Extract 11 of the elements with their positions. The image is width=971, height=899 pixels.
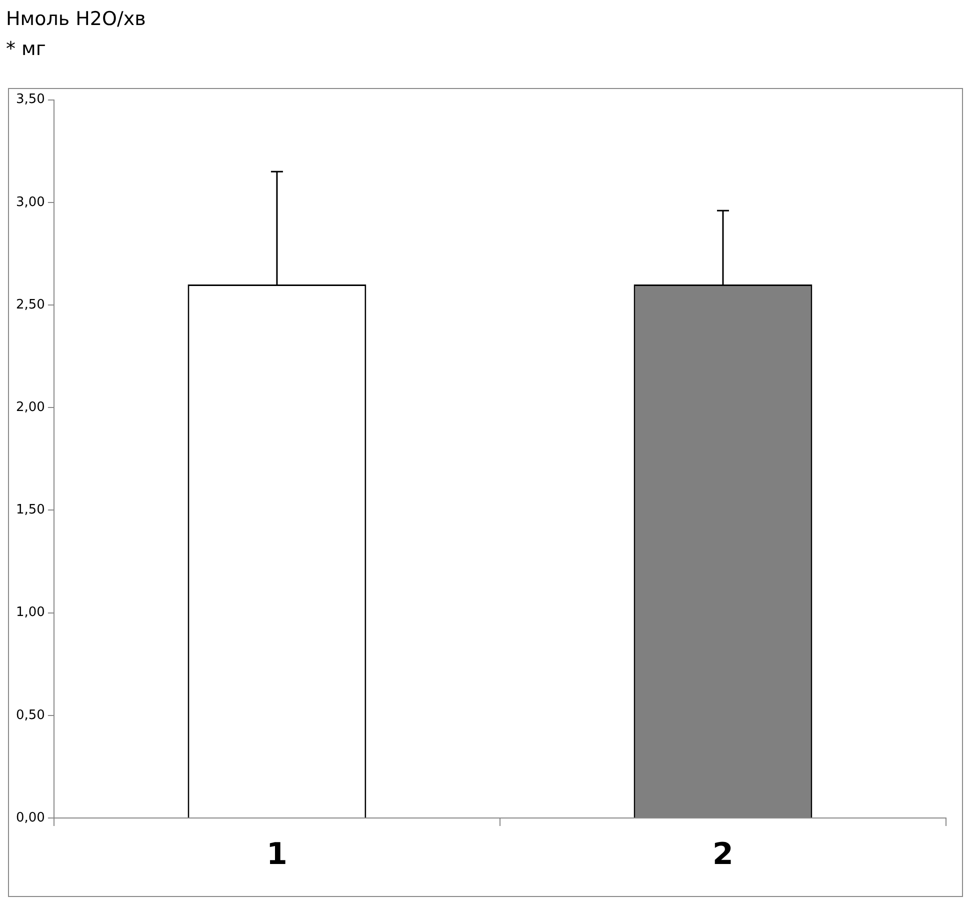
y-tick-label: 0,00: [16, 810, 45, 826]
y-tick-label: 2,00: [16, 400, 45, 415]
y-axis-title: Нмоль H2O/хв * мг: [6, 7, 146, 62]
x-tick-label: 2: [712, 836, 734, 872]
y-tick-label: 2,50: [16, 297, 45, 312]
x-tick-label: 1: [266, 836, 288, 872]
y-tick-label: 3,00: [16, 194, 45, 210]
y-tick-label: 1,00: [16, 605, 45, 620]
y-tick-label: 0,50: [16, 708, 45, 723]
y-tick-label: 3,50: [16, 92, 45, 108]
y-tick-label: 1,50: [16, 502, 45, 518]
